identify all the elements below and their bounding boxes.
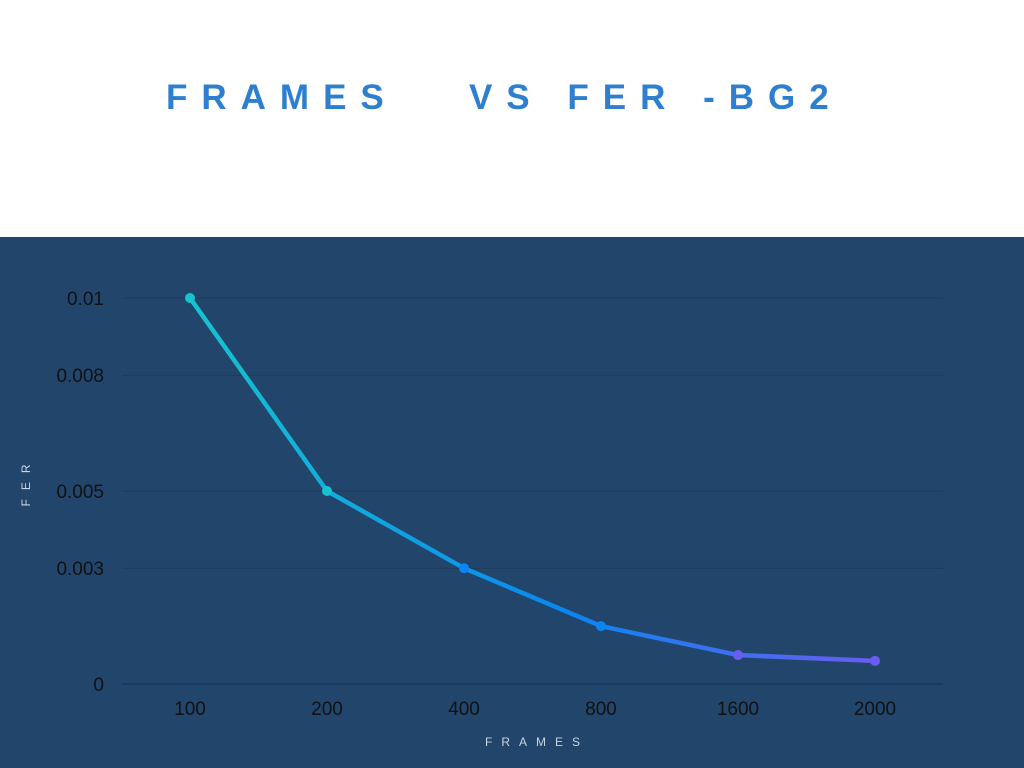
data-point (870, 655, 880, 666)
chart-title: FRAMES VS FER -BG2 (166, 78, 843, 117)
y-tick-label: 0.003 (56, 559, 104, 580)
x-tick-label: 800 (585, 699, 617, 720)
data-point (459, 563, 469, 574)
series-line (187, 295, 878, 664)
x-tick-label: 100 (174, 699, 206, 720)
data-point (733, 650, 743, 661)
y-tick-label: 0.01 (67, 289, 104, 310)
series-line-group (187, 295, 878, 664)
data-point (322, 486, 332, 496)
x-tick-label: 2000 (854, 699, 896, 720)
plot-panel (0, 237, 1024, 768)
x-axis-title: FRAMES (485, 735, 589, 749)
data-point (596, 621, 606, 632)
x-tick-label: 400 (448, 699, 480, 720)
y-tick-label: 0.005 (56, 482, 104, 503)
x-tick-label: 1600 (717, 699, 759, 720)
y-axis-title: FER (19, 456, 33, 507)
data-points (185, 293, 880, 666)
x-tick-labels: 100 200 400 800 1600 2000 (174, 699, 896, 720)
y-tick-labels: 0 0.003 0.005 0.008 0.01 (56, 289, 104, 696)
data-point (185, 293, 195, 303)
y-tick-label: 0 (93, 675, 104, 696)
y-tick-label: 0.008 (56, 366, 104, 387)
x-tick-label: 200 (311, 699, 343, 720)
gridlines (122, 297, 943, 685)
